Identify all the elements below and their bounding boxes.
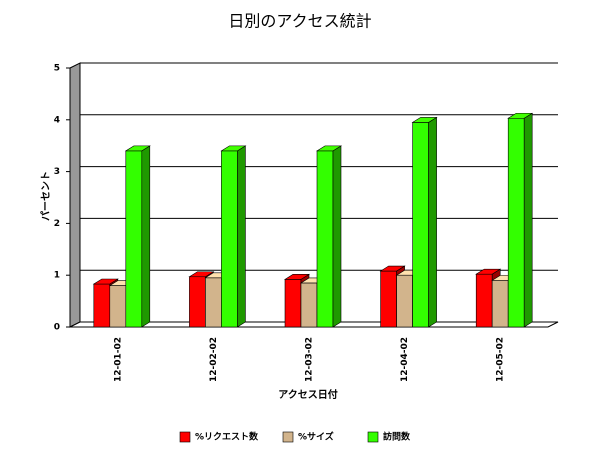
y-tick-label: 3 (54, 167, 60, 177)
legend-label: 訪問数 (383, 431, 411, 443)
bar (205, 277, 222, 328)
side-wall (69, 62, 81, 328)
x-tick-label: 12-02-02 (209, 337, 219, 382)
y-tick-label: 0 (54, 323, 60, 333)
legend-label: %サイズ (298, 431, 334, 443)
x-tick-label: 12-03-02 (305, 337, 315, 382)
bar-side (332, 145, 342, 328)
bar (189, 276, 206, 328)
bar (221, 150, 238, 328)
bar-top (475, 268, 502, 275)
bar (396, 274, 413, 328)
bar (109, 285, 127, 328)
x-tick-label: 12-01-02 (113, 337, 123, 382)
chart-title: 日別のアクセス統計 (228, 12, 371, 31)
bar (125, 150, 143, 328)
bar-top (283, 274, 311, 280)
y-axis-title: パーセント (40, 171, 52, 221)
bar-side (141, 145, 151, 328)
bar-top (507, 112, 534, 119)
bar-side (237, 145, 246, 328)
bar-top (92, 278, 119, 285)
y-tick-label: 5 (54, 64, 60, 74)
legend-label: %リクエスト数 (195, 431, 259, 443)
y-tick-label: 2 (54, 219, 60, 229)
bar (284, 279, 302, 328)
legend-swatch (367, 431, 379, 443)
bar (93, 283, 111, 328)
legend-swatch (179, 431, 191, 443)
bar (491, 280, 509, 328)
bar-top (124, 145, 151, 152)
bar (475, 273, 493, 328)
bar-top (220, 145, 247, 152)
bar (507, 117, 525, 328)
bar-top (411, 117, 438, 123)
x-tick-label: 12-04-02 (400, 337, 410, 382)
bar (412, 122, 429, 328)
x-tick-label: 12-05-02 (496, 337, 506, 382)
bar (316, 150, 334, 328)
bar (300, 282, 318, 328)
legend-swatch (282, 431, 294, 443)
bar (380, 270, 397, 328)
bar-top (188, 271, 215, 278)
bar-side (428, 116, 437, 328)
bar-side (523, 112, 533, 328)
bar-top (315, 145, 343, 152)
y-tick-label: 4 (54, 115, 60, 125)
bar-top (379, 265, 406, 272)
x-axis-title: アクセス日付 (278, 388, 338, 401)
y-tick-label: 1 (54, 271, 60, 281)
